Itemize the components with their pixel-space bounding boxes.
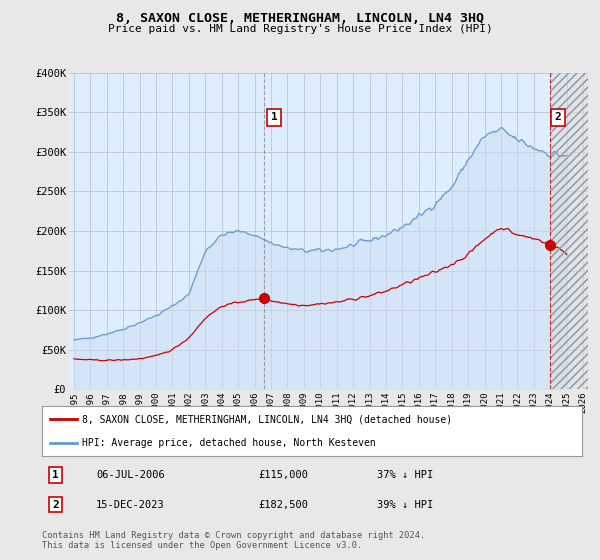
Text: 2: 2 [554, 112, 561, 122]
Text: £182,500: £182,500 [258, 500, 308, 510]
Text: 8, SAXON CLOSE, METHERINGHAM, LINCOLN, LN4 3HQ: 8, SAXON CLOSE, METHERINGHAM, LINCOLN, L… [116, 12, 484, 25]
Text: £115,000: £115,000 [258, 470, 308, 480]
Text: 1: 1 [271, 112, 277, 122]
Text: 2: 2 [52, 500, 59, 510]
Text: Contains HM Land Registry data © Crown copyright and database right 2024.
This d: Contains HM Land Registry data © Crown c… [42, 531, 425, 550]
Bar [550, 73, 588, 389]
Text: HPI: Average price, detached house, North Kesteven: HPI: Average price, detached house, Nort… [83, 438, 376, 449]
Text: 06-JUL-2006: 06-JUL-2006 [96, 470, 165, 480]
Text: 15-DEC-2023: 15-DEC-2023 [96, 500, 165, 510]
Text: 8, SAXON CLOSE, METHERINGHAM, LINCOLN, LN4 3HQ (detached house): 8, SAXON CLOSE, METHERINGHAM, LINCOLN, L… [83, 414, 452, 424]
Text: 1: 1 [52, 470, 59, 480]
Text: 37% ↓ HPI: 37% ↓ HPI [377, 470, 433, 480]
Text: Price paid vs. HM Land Registry's House Price Index (HPI): Price paid vs. HM Land Registry's House … [107, 24, 493, 34]
Bar [550, 73, 588, 389]
Text: 39% ↓ HPI: 39% ↓ HPI [377, 500, 433, 510]
